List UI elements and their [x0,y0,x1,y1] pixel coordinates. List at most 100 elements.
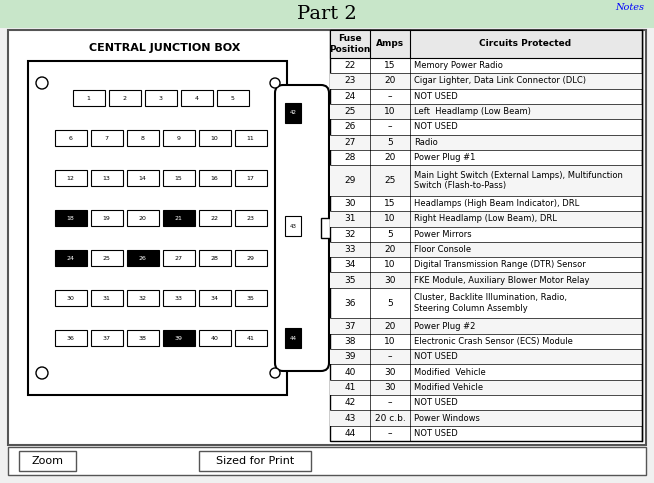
Text: –: – [388,429,392,438]
Text: 20: 20 [139,215,146,221]
FancyBboxPatch shape [19,451,76,471]
Bar [54,250,86,266]
Text: 35: 35 [344,276,356,284]
Bar [199,210,230,226]
Bar [285,328,301,348]
Text: 4: 4 [194,96,199,100]
Text: 22: 22 [211,215,218,221]
Bar [54,170,86,186]
Text: Memory Power Radio: Memory Power Radio [414,61,503,70]
Text: 30: 30 [344,199,356,208]
Text: 20: 20 [385,153,396,162]
Bar [321,218,351,238]
Bar [235,290,266,306]
Text: –: – [388,122,392,131]
Text: 22: 22 [345,61,356,70]
Bar [90,290,122,306]
Text: 23: 23 [247,215,254,221]
Bar [90,130,122,146]
Text: 37: 37 [103,336,111,341]
Bar [330,318,642,334]
Bar [126,170,158,186]
Text: 10: 10 [211,136,218,141]
Text: NOT USED: NOT USED [414,92,458,101]
Text: 20: 20 [385,76,396,85]
Text: 34: 34 [344,260,356,270]
Bar [90,170,122,186]
Bar [330,73,642,89]
Text: 5: 5 [387,230,393,239]
Bar [199,170,230,186]
Text: 5: 5 [231,96,234,100]
Text: FKE Module, Auxiliary Blower Motor Relay: FKE Module, Auxiliary Blower Motor Relay [414,276,589,284]
Bar [90,210,122,226]
Bar [126,330,158,346]
Text: 40: 40 [344,368,356,377]
Bar [330,349,642,364]
Text: 5: 5 [387,298,393,308]
Bar [162,210,194,226]
Text: –: – [388,352,392,361]
Bar [54,290,86,306]
Text: Radio: Radio [414,138,438,147]
Text: –: – [388,92,392,101]
Bar [54,130,86,146]
Text: 41: 41 [247,336,254,341]
Text: 10: 10 [385,260,396,270]
Bar [199,330,230,346]
Bar [330,165,642,196]
Bar [235,210,266,226]
Text: 33: 33 [344,245,356,254]
Text: 30: 30 [67,296,75,300]
Text: Zoom: Zoom [31,456,63,466]
Text: 2: 2 [122,96,126,100]
Text: 28: 28 [211,256,218,260]
Text: 43: 43 [344,413,356,423]
Text: Power Mirrors: Power Mirrors [414,230,472,239]
Text: 10: 10 [385,337,396,346]
Bar [126,290,158,306]
Bar [330,272,642,288]
Text: CENTRAL JUNCTION BOX: CENTRAL JUNCTION BOX [90,43,241,53]
Text: 9: 9 [177,136,181,141]
Text: 39: 39 [344,352,356,361]
Circle shape [270,368,280,378]
FancyBboxPatch shape [28,61,287,395]
Bar [330,411,642,426]
Text: 1: 1 [86,96,90,100]
Text: 25: 25 [385,176,396,185]
Text: –: – [388,398,392,407]
Text: NOT USED: NOT USED [414,429,458,438]
Text: 26: 26 [139,256,146,260]
Text: 41: 41 [344,383,356,392]
Text: 40: 40 [211,336,218,341]
Bar [126,250,158,266]
Text: 24: 24 [67,256,75,260]
Text: Headlamps (High Beam Indicator), DRL: Headlamps (High Beam Indicator), DRL [414,199,579,208]
Text: 12: 12 [67,175,75,181]
Bar [54,330,86,346]
Text: NOT USED: NOT USED [414,352,458,361]
Bar [8,30,646,445]
Text: 20: 20 [385,322,396,330]
Bar [330,30,642,441]
Bar [235,170,266,186]
Bar [90,250,122,266]
Text: 13: 13 [103,175,111,181]
Text: 36: 36 [67,336,75,341]
Text: Fuse
Position: Fuse Position [330,34,371,54]
Text: Floor Console: Floor Console [414,245,471,254]
Text: 32: 32 [139,296,146,300]
Text: 24: 24 [345,92,356,101]
Bar [73,90,105,106]
Bar [330,242,642,257]
Bar [330,380,642,395]
Text: Power Plug #2: Power Plug #2 [414,322,475,330]
Text: Left  Headlamp (Low Beam): Left Headlamp (Low Beam) [414,107,531,116]
Bar [162,170,194,186]
Bar [162,330,194,346]
Text: 11: 11 [247,136,254,141]
Text: 15: 15 [385,61,396,70]
Bar [181,90,213,106]
Bar [126,130,158,146]
